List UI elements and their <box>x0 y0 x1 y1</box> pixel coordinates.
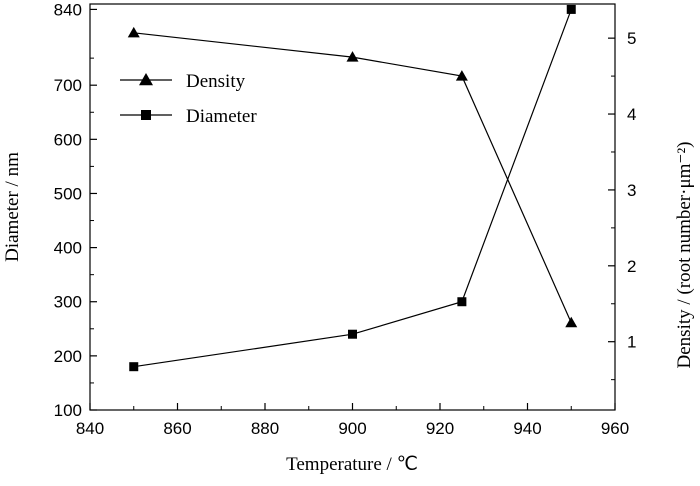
legend: Density Diameter <box>120 71 257 127</box>
density-point <box>346 51 359 62</box>
x-tick-label: 860 <box>163 419 191 438</box>
y-left-tick-label: 840 <box>54 0 82 19</box>
density-point <box>565 316 578 328</box>
y-right-axis-title: Density / (root number·μm⁻²) <box>674 142 695 369</box>
x-tick-label: 920 <box>426 419 454 438</box>
legend-diameter-marker <box>141 110 151 120</box>
x-tick-label: 880 <box>251 419 279 438</box>
y-left-tick-label: 100 <box>54 401 82 420</box>
y-right-tick-label: 3 <box>627 181 636 200</box>
x-tick-label: 900 <box>338 419 366 438</box>
y-left-tick-label: 200 <box>54 347 82 366</box>
legend-diameter-label: Diameter <box>186 106 257 127</box>
diameter-point <box>348 329 357 339</box>
x-axis-title: Temperature / ℃ <box>286 454 418 475</box>
y-right-tick-label: 2 <box>627 257 636 276</box>
y-right-tick-label: 4 <box>627 105 636 124</box>
x-tick-label: 840 <box>76 419 104 438</box>
y-left-tick-label: 500 <box>54 184 82 203</box>
y-left-tick-label: 300 <box>54 293 82 312</box>
ticks-layer: 840 860 880 900 920 940 960 100 200 300 400 500 600 7… <box>54 0 637 438</box>
diameter-point <box>129 362 139 372</box>
density-point <box>127 26 140 38</box>
density-line <box>133 32 572 323</box>
diameter-point <box>457 297 467 307</box>
diameter-line <box>133 9 572 368</box>
y-right-tick-label: 1 <box>627 333 636 352</box>
x-tick-label: 940 <box>513 419 541 438</box>
y-left-tick-label: 700 <box>54 76 82 95</box>
diameter-point <box>566 4 576 14</box>
density-point <box>455 70 468 81</box>
y-right-tick-label: 5 <box>627 29 636 48</box>
x-tick-label: 960 <box>601 419 629 438</box>
series-layer <box>127 4 578 372</box>
plot-frame <box>89 3 616 411</box>
y-left-tick-label: 600 <box>54 130 82 149</box>
legend-density-marker <box>139 73 153 86</box>
y-left-axis-title: Diameter / nm <box>2 152 23 262</box>
y-left-tick-label: 400 <box>54 239 82 258</box>
legend-density-label: Density <box>186 71 246 92</box>
